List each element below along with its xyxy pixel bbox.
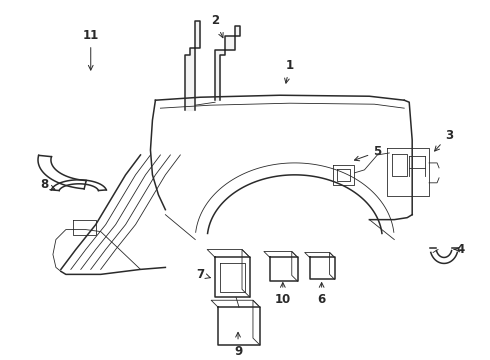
Text: 5: 5 xyxy=(354,145,382,161)
Text: 6: 6 xyxy=(318,283,326,306)
Text: 7: 7 xyxy=(196,268,210,281)
Text: 8: 8 xyxy=(40,178,55,191)
Polygon shape xyxy=(215,26,240,100)
Text: 10: 10 xyxy=(275,283,291,306)
Text: 2: 2 xyxy=(211,14,223,38)
Text: 4: 4 xyxy=(454,243,465,256)
Text: 1: 1 xyxy=(285,59,294,83)
Text: 3: 3 xyxy=(435,129,453,151)
Text: 11: 11 xyxy=(83,29,99,70)
Text: 9: 9 xyxy=(234,332,242,357)
Polygon shape xyxy=(185,21,200,110)
